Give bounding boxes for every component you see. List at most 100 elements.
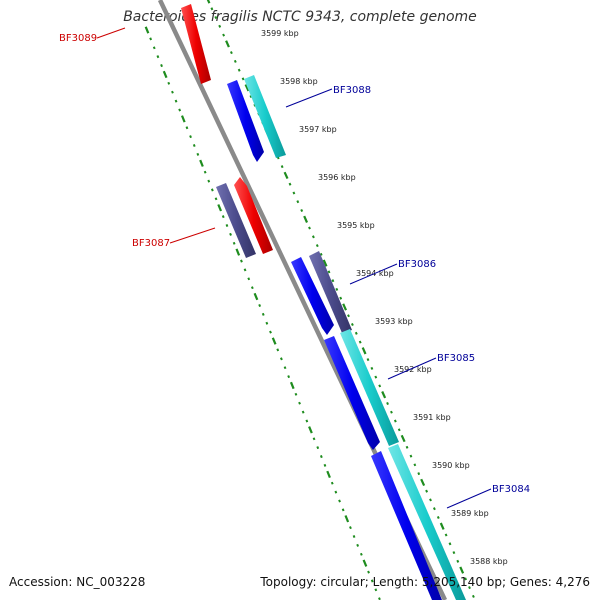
tick-mark-left [287, 375, 291, 379]
tick-mark-right [319, 252, 323, 256]
tick-mark-right [420, 478, 426, 487]
bf3086-label[interactable]: BF3086 [398, 259, 436, 270]
tick-mark-right [448, 542, 452, 546]
bf3087-leader-line [169, 227, 216, 244]
tick-mark-right [439, 522, 445, 530]
tick-mark-left [352, 535, 356, 538]
gene-bf3084-blue[interactable] [371, 451, 442, 600]
tick-mark-left [356, 543, 360, 547]
tick-mark-right [425, 489, 429, 493]
tick-mark-left [338, 499, 341, 503]
kbp-tick-label: 3595 kbp [337, 221, 375, 230]
tick-mark-right [311, 235, 315, 239]
tick-mark-left [174, 99, 178, 103]
gene-bf3086-blue[interactable] [291, 257, 334, 335]
tick-mark-left [298, 401, 301, 405]
gene-bf3088[interactable] [244, 75, 286, 158]
map-title: Bacteroides fragilis NCTC 9343, complete… [123, 9, 477, 25]
tick-mark-right [347, 314, 350, 318]
kbp-tick-label: 3597 kbp [299, 125, 337, 134]
tick-mark-left [232, 241, 236, 245]
tick-mark-left [221, 215, 225, 219]
tick-mark-left [199, 159, 204, 167]
tick-mark-right [331, 279, 335, 283]
tick-mark-left [240, 259, 243, 263]
tick-mark-right [288, 182, 292, 186]
tick-mark-right [233, 59, 237, 63]
tick-mark-right [468, 586, 471, 590]
tick-mark-left [349, 526, 352, 530]
bf3084-label[interactable]: BF3084 [492, 484, 530, 495]
tick-mark-right [452, 551, 456, 555]
tick-mark-left [247, 277, 251, 281]
bf3086-leader-line [349, 263, 398, 285]
tick-mark-right [405, 445, 409, 449]
tick-mark-right [432, 507, 436, 511]
tick-mark-right [400, 434, 406, 443]
tick-mark-right [413, 463, 417, 467]
bf3088-label[interactable]: BF3088 [333, 85, 371, 96]
tick-mark-left [171, 90, 174, 94]
tick-mark-left [269, 330, 272, 334]
gene-bf3084[interactable] [388, 444, 466, 600]
tick-mark-left [334, 490, 338, 494]
tick-mark-right [417, 472, 421, 476]
tick-mark-left [196, 152, 200, 156]
tick-mark-right [361, 347, 367, 355]
tick-mark-right [249, 94, 253, 99]
tick-mark-right [370, 366, 374, 370]
gene-bf3087-purple[interactable] [216, 183, 256, 258]
tick-mark-left [319, 455, 323, 459]
tick-mark-right [354, 331, 358, 335]
tick-mark-left [214, 197, 218, 201]
bf3085-leader-line [387, 357, 437, 380]
tick-mark-left [367, 570, 370, 574]
bf3089-label[interactable]: BF3089 [59, 33, 97, 44]
gene-bf3088-upstream[interactable] [227, 80, 264, 162]
tick-mark-left [271, 337, 277, 345]
tick-mark-right [218, 24, 222, 28]
tick-mark-right [350, 322, 354, 327]
tick-mark-left [156, 55, 160, 59]
bf3085-label[interactable]: BF3085 [437, 353, 475, 364]
tick-mark-right [244, 84, 250, 92]
tick-mark-left [192, 144, 196, 147]
tick-mark-right [308, 226, 311, 230]
tick-track-left [144, 26, 381, 600]
gene-bf3089[interactable] [181, 4, 211, 84]
tick-mark-left [279, 357, 283, 361]
kbp-tick-label: 3593 kbp [375, 317, 413, 326]
tick-mark-left [316, 446, 320, 450]
gene-bf3085[interactable] [340, 329, 399, 446]
tick-mark-right [393, 419, 397, 423]
bf3089-leader-line [96, 27, 126, 39]
tick-mark-left [149, 37, 153, 41]
tick-mark-left [152, 46, 156, 50]
kbp-tick-label: 3599 kbp [261, 29, 299, 38]
tick-mark-right [459, 566, 465, 574]
tick-mark-right [339, 296, 343, 300]
tick-mark-left [370, 579, 374, 583]
tick-mark-right [315, 244, 319, 248]
tick-mark-right [237, 68, 241, 72]
tick-mark-right [390, 410, 393, 414]
tick-mark-right [381, 391, 387, 399]
kbp-tick-label: 3592 kbp [394, 365, 432, 374]
tick-mark-left [323, 463, 327, 467]
gene-bf3085-blue[interactable] [324, 336, 380, 450]
tick-mark-left [294, 392, 298, 396]
gene-bf3086[interactable] [309, 251, 352, 333]
tick-mark-right [292, 191, 296, 195]
tick-mark-left [344, 515, 350, 523]
tick-mark-left [217, 204, 223, 212]
tick-mark-right [386, 402, 389, 405]
tick-mark-right [409, 454, 413, 458]
tick-mark-right [378, 384, 382, 388]
gene-bf3087[interactable] [234, 177, 273, 254]
tick-mark-left [167, 81, 171, 85]
tick-mark-left [225, 224, 229, 227]
bf3087-label[interactable]: BF3087 [132, 238, 170, 249]
tick-mark-right [303, 215, 309, 223]
tick-mark-left [235, 248, 241, 256]
tick-mark-right [342, 303, 348, 311]
